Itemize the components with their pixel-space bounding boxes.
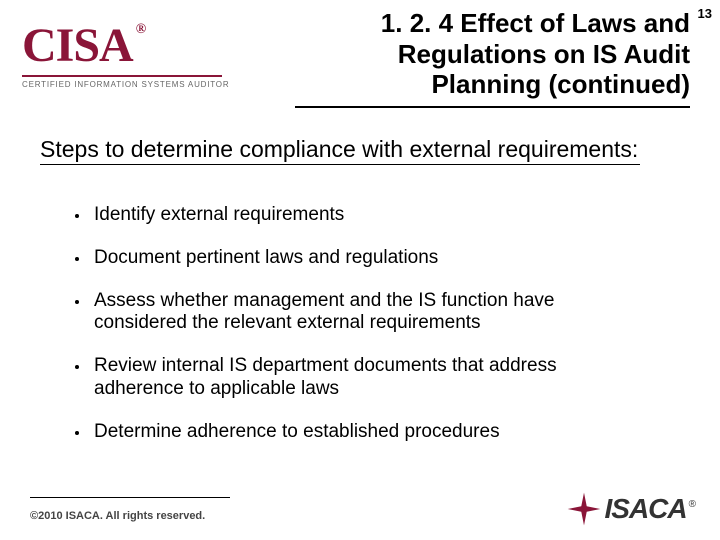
footer-rule <box>30 497 230 499</box>
registered-icon: ® <box>689 499 696 510</box>
isaca-logo: ISACA ® <box>567 492 697 526</box>
list-item: Document pertinent laws and regulations <box>90 247 650 270</box>
list-item: Review internal IS department documents … <box>90 355 650 401</box>
cisa-logo-text: CISA <box>22 18 133 73</box>
slide-subtitle: Steps to determine compliance with exter… <box>40 136 640 165</box>
list-item: Assess whether management and the IS fun… <box>90 290 650 336</box>
cisa-logo: CISA ® CERTIFIED INFORMATION SYSTEMS AUD… <box>22 18 262 89</box>
registered-icon: ® <box>136 22 145 38</box>
copyright: ©2010 ISACA. All rights reserved. <box>30 510 205 522</box>
isaca-logo-text: ISACA <box>605 493 687 525</box>
page-number: 13 <box>698 6 712 21</box>
list-item: Identify external requirements <box>90 204 650 227</box>
cisa-logo-rule <box>22 75 222 77</box>
list-item: Determine adherence to established proce… <box>90 421 650 444</box>
bullet-list: Identify external requirements Document … <box>90 204 650 464</box>
slide-title: 1. 2. 4 Effect of Laws and Regulations o… <box>295 8 690 108</box>
cisa-logo-subtitle: CERTIFIED INFORMATION SYSTEMS AUDITOR <box>22 80 262 89</box>
star-icon <box>567 492 601 526</box>
slide: 13 CISA ® CERTIFIED INFORMATION SYSTEMS … <box>0 0 720 540</box>
